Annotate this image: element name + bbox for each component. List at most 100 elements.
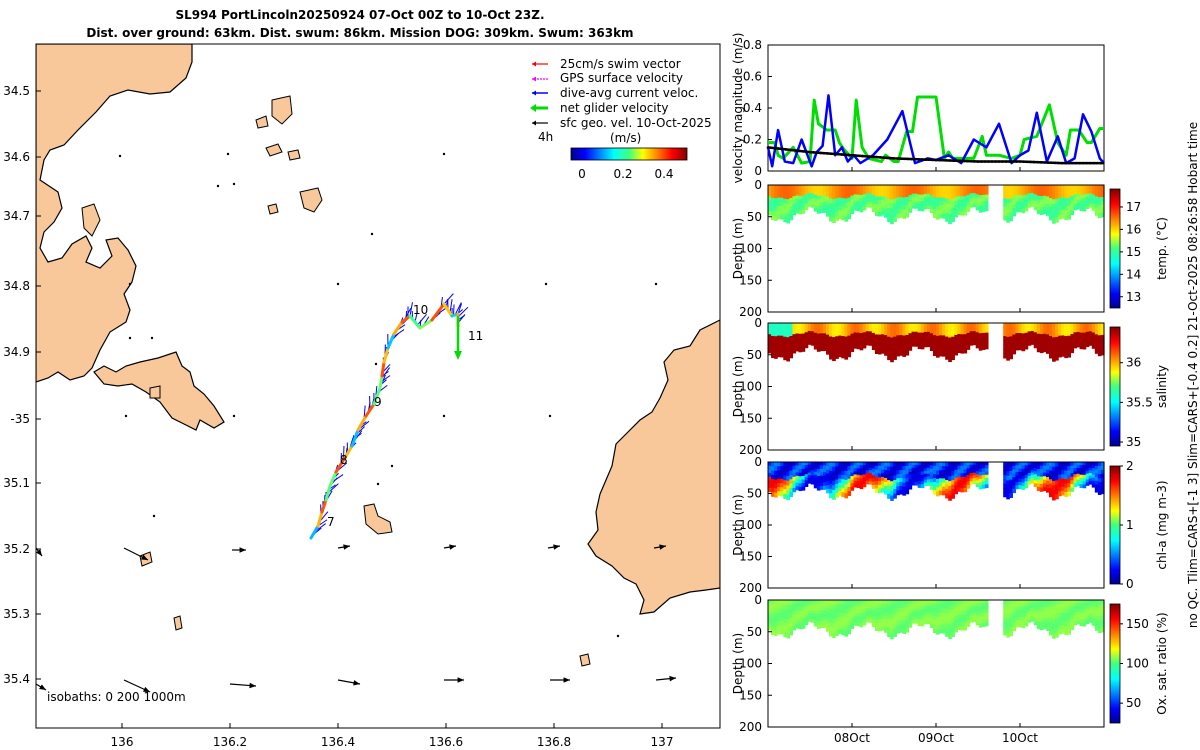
section-cell (1033, 197, 1038, 201)
section-cell (951, 471, 955, 477)
section-cell (960, 330, 965, 335)
section-cell (853, 323, 858, 327)
section-cell (908, 482, 913, 487)
section-cell (1082, 197, 1087, 202)
section-cell (783, 604, 787, 610)
section-cell (1097, 624, 1102, 630)
section-cell (893, 345, 897, 351)
section-cell (932, 331, 937, 336)
section-cell (1079, 345, 1084, 350)
section-cell (899, 608, 903, 613)
section-cell (816, 199, 821, 204)
section-cell (920, 207, 925, 212)
section-cell (984, 606, 989, 611)
section-cell (1091, 332, 1096, 337)
section-cell (1079, 188, 1084, 193)
section-cell (798, 333, 803, 338)
section-cell (810, 472, 815, 477)
section-cell (1085, 196, 1090, 201)
section-cell (841, 474, 845, 480)
section-cell (893, 471, 897, 477)
section-cell (942, 620, 946, 626)
section-cell (1097, 201, 1102, 206)
section-cell (945, 475, 949, 481)
section-ytick-label: 50 (747, 487, 762, 501)
section-cell (807, 467, 812, 471)
section-cell (862, 191, 867, 195)
section-cell (856, 201, 861, 205)
geo-point (899, 157, 903, 160)
section-cell (887, 323, 891, 329)
section-cell (1085, 340, 1090, 345)
section-cell (798, 188, 803, 193)
section-ytick-label: 100 (739, 518, 762, 532)
section-cell (963, 465, 968, 471)
section-cell (917, 345, 922, 350)
geo-point (931, 158, 934, 162)
section-cell (902, 462, 907, 467)
section-cell (819, 205, 824, 210)
section-cell (1036, 340, 1041, 346)
section-cell (1082, 474, 1087, 479)
section-cell (816, 323, 821, 328)
section-cell (832, 489, 836, 496)
section-cell (829, 211, 833, 218)
section-cell (1070, 210, 1075, 216)
section-cell (832, 494, 836, 500)
section-cell (816, 206, 821, 211)
section-cell (871, 201, 876, 206)
section-cell (945, 350, 949, 356)
section-cell (902, 482, 907, 488)
section-cell (1079, 474, 1084, 479)
section-cell (1015, 465, 1020, 470)
track-segment (320, 498, 328, 514)
section-cell (1027, 470, 1032, 474)
section-cell (826, 465, 830, 471)
section-cell (881, 188, 885, 194)
section-cell (1027, 204, 1032, 208)
geo-point (1074, 161, 1078, 165)
section-cell (932, 474, 937, 479)
section-cell (868, 619, 873, 623)
section-cell (917, 484, 922, 488)
section-cell (783, 194, 787, 200)
section-cell (862, 338, 867, 343)
section-cell (838, 197, 842, 203)
section-cell (905, 611, 910, 617)
section-cell (871, 326, 876, 331)
section-cell (1015, 623, 1020, 628)
section-cell (1012, 334, 1017, 339)
section-cell (1006, 208, 1010, 214)
section-cell (951, 489, 955, 495)
section-cell (771, 335, 775, 341)
section-cell (1064, 479, 1068, 485)
section-cell (1018, 208, 1023, 213)
section-cell (972, 618, 977, 623)
section-cell (975, 188, 980, 192)
section-cell (1045, 484, 1050, 489)
geo-point (861, 154, 864, 158)
section-cell (1085, 328, 1090, 333)
section-cell (914, 462, 919, 466)
section-cell (960, 338, 965, 343)
section-cell (1036, 199, 1041, 204)
section-cell (917, 612, 922, 617)
section-cell (780, 462, 784, 467)
section-cell (1052, 600, 1056, 606)
section-cell (923, 611, 928, 616)
section-cell (1058, 474, 1062, 480)
section-cell (932, 486, 937, 491)
section-cell (1012, 342, 1017, 347)
section-cell (975, 480, 980, 485)
section-cell (908, 616, 913, 621)
section-cell (896, 628, 900, 634)
section-cell (1085, 185, 1090, 189)
section-cell (859, 471, 864, 476)
section-cell (798, 337, 803, 342)
section-cell (822, 191, 827, 196)
section-cell (1006, 341, 1010, 347)
section-cell (896, 327, 900, 332)
section-cell (877, 204, 882, 209)
section-cell (874, 330, 879, 336)
section-cell (847, 197, 852, 203)
